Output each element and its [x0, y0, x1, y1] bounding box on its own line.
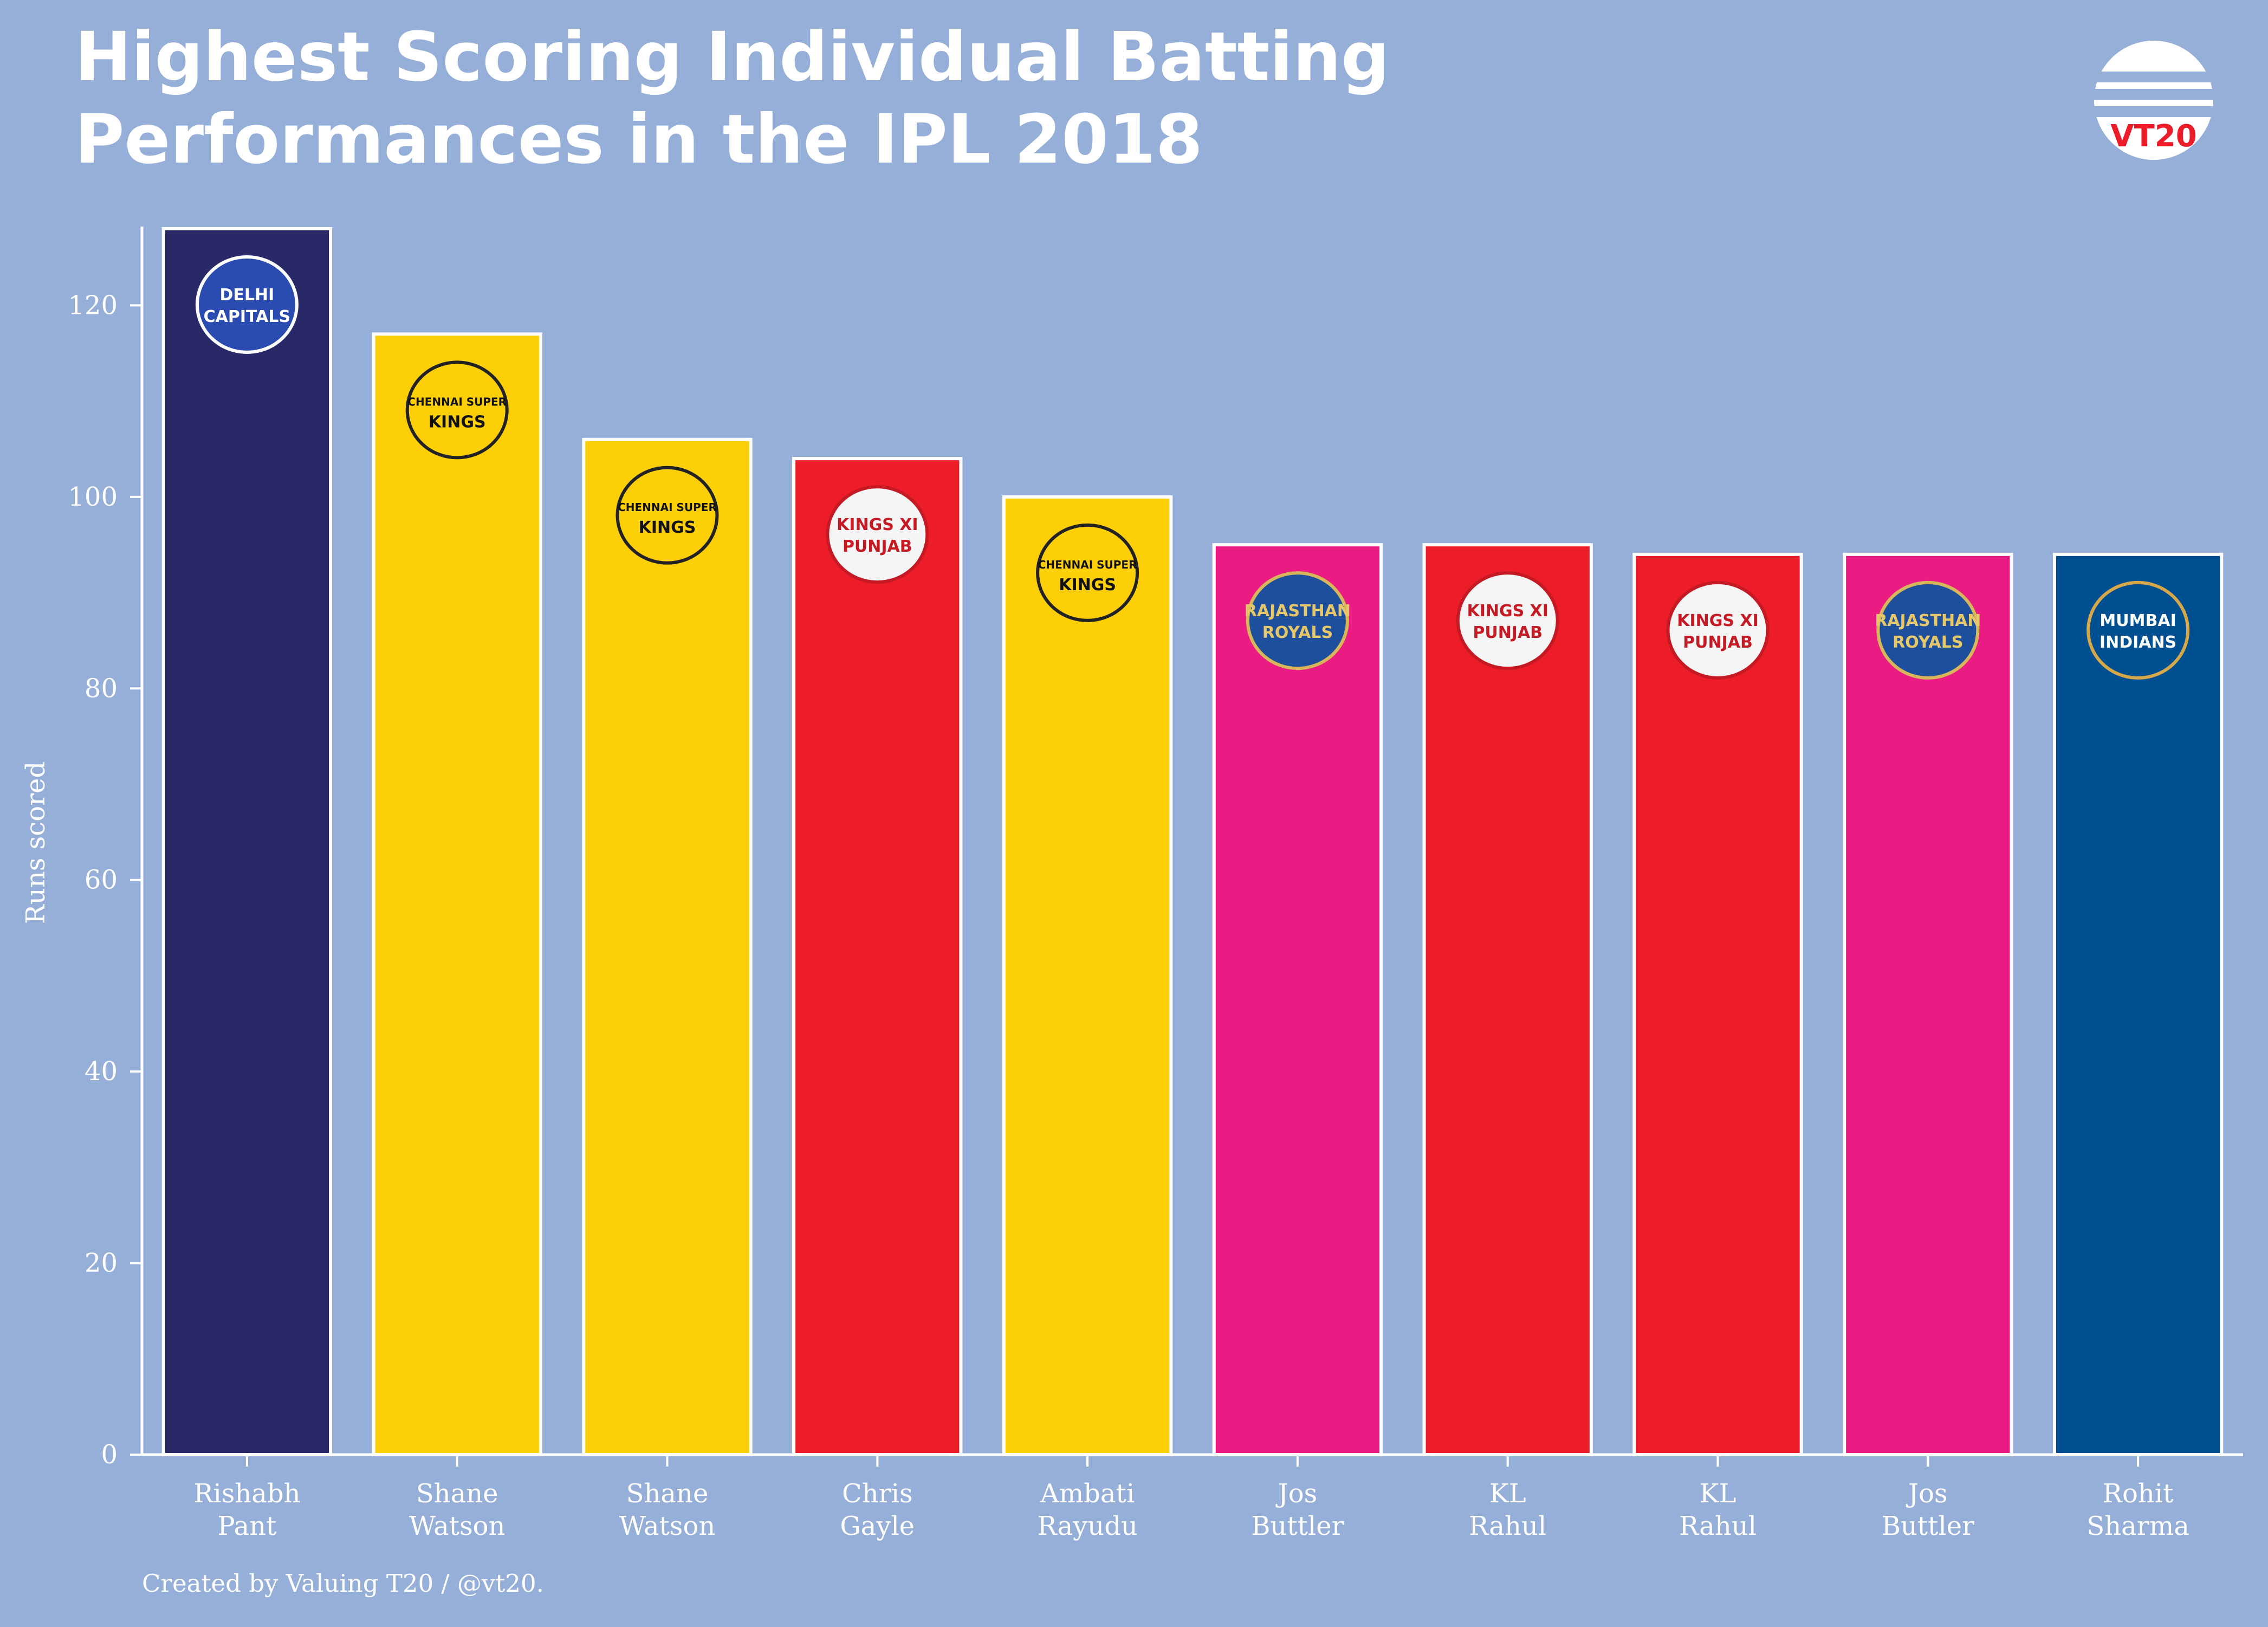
team-logo-text: ROYALS	[1893, 633, 1963, 652]
team-logo-text: CAPITALS	[204, 307, 290, 326]
x-tick-label: Jos Buttler	[1251, 1478, 1344, 1541]
x-tick-label: KL Rahul	[1469, 1478, 1546, 1541]
bar	[582, 437, 753, 1456]
bar	[1422, 543, 1593, 1456]
team-logo-icon: CHENNAI SUPER KINGS	[615, 466, 719, 565]
bar	[161, 227, 333, 1456]
team-logo-icon: MUMBAI INDIANS	[2086, 580, 2190, 680]
x-tick-label: KL Rahul	[1679, 1478, 1757, 1541]
y-tick-label: 0	[101, 1439, 118, 1470]
y-tick-label: 120	[68, 290, 118, 320]
credit-text: Created by Valuing T20 / @vt20.	[142, 1569, 544, 1598]
team-logo-text: KINGS XI	[1467, 602, 1548, 621]
x-tick-label: Ambati Rayudu	[1037, 1478, 1138, 1541]
bar	[1843, 552, 2013, 1456]
ticks: 0 20 40 60 80 100 120 Rishabh Pant Shane Watson Sha…	[68, 290, 2189, 1541]
y-tick-label: 80	[85, 673, 118, 703]
x-tick-label: Jos Buttler	[1882, 1478, 1975, 1541]
x-tick-label: Shane Watson	[409, 1478, 506, 1541]
team-logo-icon: CHENNAI SUPER KINGS	[405, 360, 509, 460]
team-logo-text: KINGS	[1059, 576, 1116, 595]
team-logo-icon: KINGS XI PUNJAB	[1666, 580, 1770, 680]
bar	[372, 332, 542, 1456]
chart-title-line-2: Performances in the IPL 2018	[75, 100, 1203, 179]
x-tick-label: Rishabh Pant	[193, 1478, 300, 1541]
team-logo-text: KINGS XI	[837, 515, 918, 534]
y-tick-label: 60	[85, 865, 118, 895]
team-logo-text: CHENNAI SUPER	[618, 501, 717, 514]
y-tick-label: 20	[85, 1248, 118, 1279]
team-logo-icon: RAJASTHAN ROYALS	[1875, 580, 1981, 680]
team-logo-text: INDIANS	[2099, 633, 2176, 652]
team-logo-icon: KINGS XI PUNJAB	[826, 485, 929, 584]
bar	[792, 457, 963, 1456]
team-logo-text: MUMBAI	[2099, 611, 2176, 630]
chart-title: Highest Scoring Individual Batting Perfo…	[75, 16, 1390, 181]
y-axis-label: Runs scored	[21, 761, 51, 924]
team-logo-text: CHENNAI SUPER	[407, 395, 507, 408]
bar	[1002, 495, 1173, 1456]
team-logo-text: KINGS	[639, 518, 696, 537]
team-logo-text: KINGS XI	[1677, 611, 1758, 630]
team-logo-text: ROYALS	[1262, 623, 1333, 642]
y-tick-label: 40	[85, 1056, 118, 1087]
team-logo-text: RAJASTHAN	[1245, 602, 1351, 621]
team-logo-icon: RAJASTHAN ROYALS	[1245, 571, 1351, 670]
y-tick-label: 100	[68, 482, 118, 512]
team-logo-icon: KINGS XI PUNJAB	[1456, 571, 1559, 670]
x-tick-label: Chris Gayle	[840, 1478, 915, 1541]
bar	[1212, 543, 1383, 1456]
chart-title-line-1: Highest Scoring Individual Batting	[75, 18, 1390, 96]
x-tick-label: Shane Watson	[619, 1478, 716, 1541]
vt20-logo-icon: VT20	[2089, 41, 2219, 160]
team-logo-text: PUNJAB	[843, 537, 912, 556]
team-logo-text: RAJASTHAN	[1875, 611, 1981, 630]
bar	[2052, 552, 2224, 1456]
team-logo-text: CHENNAI SUPER	[1038, 558, 1137, 571]
x-tick-label: Rohit Sharma	[2086, 1478, 2189, 1541]
team-logo-icon: DELHI CAPITALS	[195, 255, 299, 354]
logo-text: VT20	[2110, 119, 2196, 154]
team-logo-icon: CHENNAI SUPER KINGS	[1036, 523, 1139, 622]
team-logo-text: DELHI	[220, 286, 275, 305]
team-logo-text: PUNJAB	[1473, 623, 1543, 642]
team-logo-text: KINGS	[429, 412, 486, 431]
team-logo-text: PUNJAB	[1683, 633, 1753, 652]
bar	[1632, 552, 1803, 1456]
